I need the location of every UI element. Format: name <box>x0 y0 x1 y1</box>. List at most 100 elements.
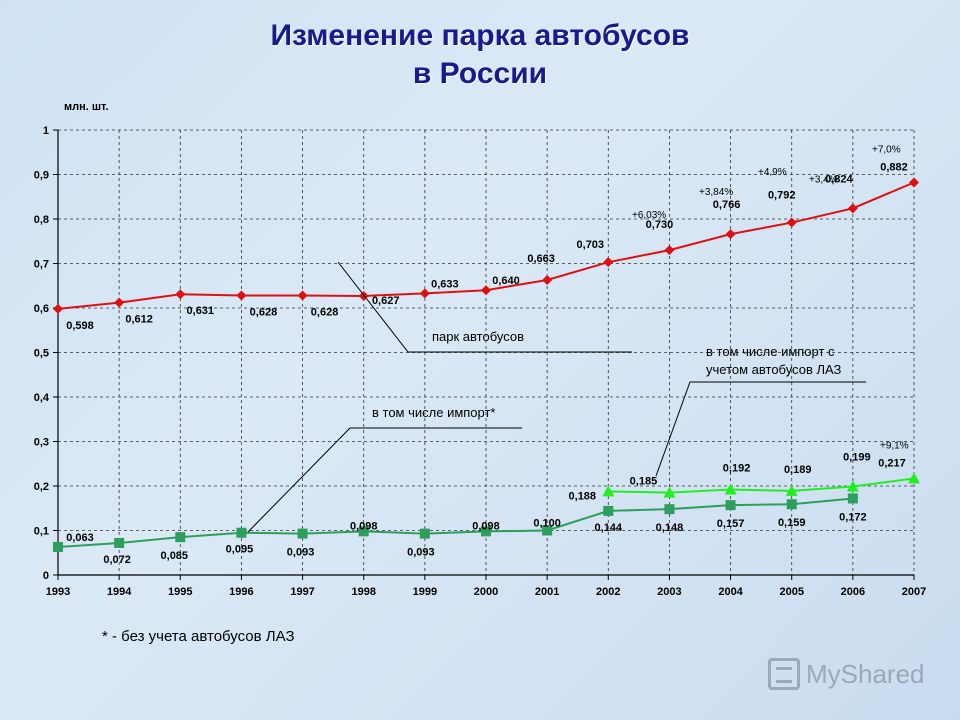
legend-label: в том числе импорт с <box>706 344 835 359</box>
data-point <box>175 532 186 543</box>
x-tick-label: 1999 <box>413 586 437 598</box>
data-label: 0,598 <box>66 320 94 332</box>
data-point <box>603 257 614 268</box>
data-label: 0,188 <box>569 490 597 502</box>
legend-leader-line <box>655 381 866 477</box>
data-label: 0,703 <box>577 239 605 251</box>
data-label: 0,189 <box>784 464 812 476</box>
data-label: 0,159 <box>778 517 806 529</box>
data-point <box>297 290 308 301</box>
x-tick-label: 2003 <box>657 586 681 598</box>
data-label: 0,792 <box>768 190 796 202</box>
y-tick-label: 0,5 <box>34 348 49 360</box>
data-point <box>908 472 920 484</box>
data-point <box>663 486 676 498</box>
legend-label: парк автобусов <box>432 329 524 344</box>
growth-annotation: +3,4% <box>809 175 838 186</box>
data-label: 0,663 <box>527 253 555 265</box>
data-point <box>419 528 430 539</box>
data-label: 0,633 <box>431 278 459 290</box>
y-tick-label: 0,7 <box>34 259 49 271</box>
growth-annotation: +4,9% <box>758 167 787 178</box>
footnote: * - без учета автобусов ЛАЗ <box>102 628 295 645</box>
x-tick-label: 2002 <box>596 586 620 598</box>
data-point <box>236 290 247 301</box>
data-point <box>847 203 858 214</box>
growth-annotation: +7,0% <box>872 145 901 156</box>
data-point <box>236 527 247 538</box>
data-point <box>114 297 125 308</box>
data-point <box>53 303 63 314</box>
data-label: 0,612 <box>125 314 153 326</box>
data-label: 0,098 <box>472 520 500 532</box>
legend-leader-line <box>247 427 522 533</box>
y-tick-label: 0,3 <box>34 437 49 449</box>
y-tick-label: 0,8 <box>34 214 49 226</box>
growth-annotation: +6,03% <box>632 210 666 221</box>
x-tick-label: 1993 <box>46 586 70 598</box>
y-tick-label: 0,4 <box>34 392 50 404</box>
data-label: 0,144 <box>595 522 623 534</box>
data-label: 0,172 <box>839 511 867 523</box>
growth-annotation: +3,84% <box>699 187 733 198</box>
data-point <box>724 483 737 495</box>
data-label: 0,098 <box>350 520 378 532</box>
data-point <box>602 485 615 497</box>
x-tick-label: 1996 <box>229 586 253 598</box>
data-label: 0,628 <box>311 307 339 319</box>
data-point <box>786 499 797 510</box>
data-point <box>358 526 369 537</box>
chart-title-line2: в России <box>412 57 548 90</box>
data-point <box>481 285 491 296</box>
data-label: 0,627 <box>372 295 400 307</box>
y-tick-label: 0 <box>43 570 49 582</box>
data-point <box>603 505 614 516</box>
legend-leader-line <box>337 261 632 353</box>
data-label: 0,766 <box>713 199 741 211</box>
growth-annotation: +9,1% <box>880 440 909 451</box>
data-label: 0,095 <box>226 544 254 556</box>
data-point <box>664 504 675 515</box>
data-label: 0,148 <box>656 522 684 534</box>
data-label: 0,628 <box>250 307 278 319</box>
x-tick-label: 2000 <box>474 586 498 598</box>
data-point <box>114 537 125 548</box>
y-tick-label: 1 <box>43 125 49 137</box>
logo: MyShared <box>768 656 925 692</box>
x-tick-label: 2006 <box>841 586 865 598</box>
data-point <box>297 528 308 539</box>
data-label: 0,185 <box>630 476 658 488</box>
x-tick-label: 2001 <box>535 586 559 598</box>
data-point <box>725 229 736 240</box>
x-tick-label: 2004 <box>718 586 743 598</box>
data-point <box>419 288 430 299</box>
x-tick-label: 1998 <box>351 586 375 598</box>
data-label: 0,882 <box>880 162 908 174</box>
data-label: 0,640 <box>492 275 520 287</box>
data-label: 0,085 <box>161 550 189 562</box>
data-label: 0,100 <box>533 518 561 530</box>
y-tick-label: 0,9 <box>34 170 49 182</box>
data-point <box>785 484 798 496</box>
logo-text: MyShared <box>806 658 925 689</box>
data-point <box>481 526 491 537</box>
y-axis-label: млн. шт. <box>64 101 109 113</box>
chart-title-line1: Изменение парка автобусов <box>270 19 690 52</box>
data-label: 0,072 <box>103 554 131 566</box>
y-tick-label: 0,6 <box>34 303 49 315</box>
y-tick-label: 0,2 <box>34 481 49 493</box>
data-label: 0,199 <box>843 451 871 463</box>
data-label: 0,631 <box>187 305 215 317</box>
data-point <box>909 177 919 188</box>
data-point <box>175 289 186 300</box>
data-label: 0,192 <box>723 463 751 475</box>
y-tick-label: 0,1 <box>34 526 49 538</box>
data-label: 0,217 <box>878 457 906 469</box>
x-tick-label: 2005 <box>779 586 803 598</box>
data-label: 0,157 <box>717 518 745 530</box>
x-tick-label: 2007 <box>902 586 926 598</box>
data-point <box>542 525 553 536</box>
logo-icon <box>768 658 800 690</box>
data-label: 0,730 <box>646 219 674 231</box>
